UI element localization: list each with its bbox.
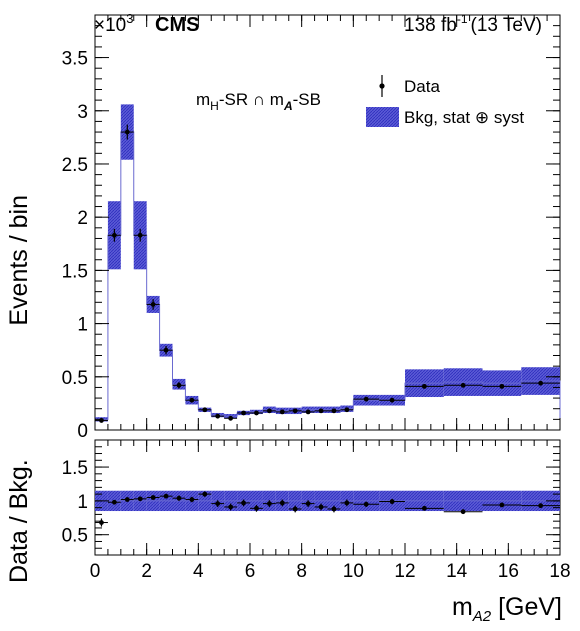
ratio-point bbox=[189, 497, 195, 502]
data-point bbox=[421, 383, 427, 389]
data-point bbox=[189, 397, 195, 403]
ratio-point bbox=[124, 497, 130, 502]
main-y-tick-label: 3.5 bbox=[62, 49, 88, 70]
main-y-tick-label: 0.5 bbox=[62, 368, 88, 389]
ratio-point bbox=[163, 493, 169, 499]
ratio-point bbox=[344, 500, 350, 506]
ratio-point bbox=[137, 496, 143, 502]
ratio-y-tick-label: 1.5 bbox=[62, 458, 88, 479]
data-point bbox=[305, 409, 311, 415]
main-y-tick-label: 1.5 bbox=[62, 261, 88, 282]
data-point bbox=[331, 408, 337, 414]
ratio-point bbox=[215, 501, 221, 506]
data-point bbox=[176, 382, 182, 388]
ratio-point bbox=[254, 505, 259, 511]
main-panel: 0 0.5 1 1.5 2 2.5 3 3.5 bbox=[62, 14, 561, 442]
x-tick-label: 4 bbox=[193, 561, 204, 582]
ratio-point bbox=[241, 500, 246, 506]
data-point bbox=[344, 407, 350, 413]
x-tick-label: 14 bbox=[446, 561, 468, 582]
ratio-point bbox=[111, 499, 117, 505]
data-point bbox=[266, 408, 272, 414]
legend-data-label: Data bbox=[404, 77, 440, 96]
data-point bbox=[292, 408, 298, 414]
data-point bbox=[460, 382, 466, 388]
legend-band-swatch bbox=[366, 107, 399, 127]
ratio-point bbox=[228, 504, 234, 510]
data-point bbox=[389, 397, 395, 403]
legend-band-label: Bkg, stat ⊕ syst bbox=[404, 108, 524, 127]
data-point bbox=[363, 396, 369, 402]
ratio-point bbox=[389, 499, 395, 504]
ratio-point bbox=[266, 501, 272, 506]
x-tick-label: 10 bbox=[343, 561, 364, 582]
ratio-point bbox=[538, 503, 544, 509]
x-tick-label: 18 bbox=[549, 561, 570, 582]
data-point bbox=[241, 410, 246, 416]
ratio-y-tick-label: 1 bbox=[77, 492, 88, 513]
main-y-tick-label: 2 bbox=[77, 208, 88, 229]
ratio-y-axis-title: Data / Bkg. bbox=[5, 459, 33, 583]
ratio-panel: 0.5 1 1.5 0 2 4 6 8 10 12 14 16 18 bbox=[62, 439, 571, 582]
x-tick-label: 2 bbox=[141, 561, 152, 582]
x-tick-label: 16 bbox=[498, 561, 519, 582]
main-y-tick-label: 0 bbox=[77, 421, 88, 442]
ratio-point bbox=[150, 495, 156, 500]
data-point bbox=[538, 380, 544, 386]
ratio-point bbox=[318, 504, 324, 510]
lumi-label: 138 fb-1 (13 TeV) bbox=[404, 12, 542, 36]
x-tick-label: 6 bbox=[245, 561, 256, 582]
ratio-point bbox=[460, 509, 466, 515]
data-point bbox=[228, 415, 234, 421]
main-y-tick-label: 3 bbox=[77, 102, 88, 123]
data-point bbox=[254, 410, 259, 416]
x-tick-label: 0 bbox=[90, 561, 101, 582]
ratio-y-tick-label: 0.5 bbox=[62, 526, 88, 547]
data-point bbox=[99, 418, 104, 423]
ratio-point bbox=[331, 506, 337, 512]
data-point bbox=[111, 232, 117, 238]
main-y-tick-label: 1 bbox=[77, 315, 88, 336]
ratio-point bbox=[202, 491, 208, 497]
experiment-label: CMS bbox=[155, 14, 199, 36]
ratio-point bbox=[363, 501, 369, 507]
data-point bbox=[137, 232, 143, 238]
ratio-point bbox=[279, 500, 285, 506]
data-point bbox=[215, 413, 221, 419]
x-tick-label: 12 bbox=[394, 561, 415, 582]
data-point bbox=[163, 347, 169, 353]
data-point bbox=[318, 408, 324, 414]
data-point bbox=[279, 409, 285, 415]
ratio-point bbox=[176, 495, 182, 501]
legend-data-marker bbox=[379, 83, 385, 89]
data-point bbox=[124, 129, 130, 135]
main-frame bbox=[94, 14, 561, 431]
data-point bbox=[499, 383, 505, 389]
x-axis-title: mA2 [GeV] bbox=[452, 593, 562, 625]
data-point bbox=[150, 302, 156, 307]
data-point bbox=[202, 407, 208, 413]
region-label: mH-SR ∩ mA-SB bbox=[196, 90, 321, 113]
legend: Data Bkg, stat ⊕ syst bbox=[366, 75, 524, 127]
ratio-point bbox=[292, 506, 298, 512]
main-y-axis-title: Events / bin bbox=[5, 195, 33, 326]
x-tick-label: 8 bbox=[296, 561, 307, 582]
ratio-point bbox=[305, 501, 311, 506]
ratio-point bbox=[499, 502, 505, 508]
ratio-point bbox=[421, 505, 427, 511]
axis-multiplier: ×103 bbox=[94, 11, 133, 36]
main-y-tick-label: 2.5 bbox=[62, 155, 88, 176]
